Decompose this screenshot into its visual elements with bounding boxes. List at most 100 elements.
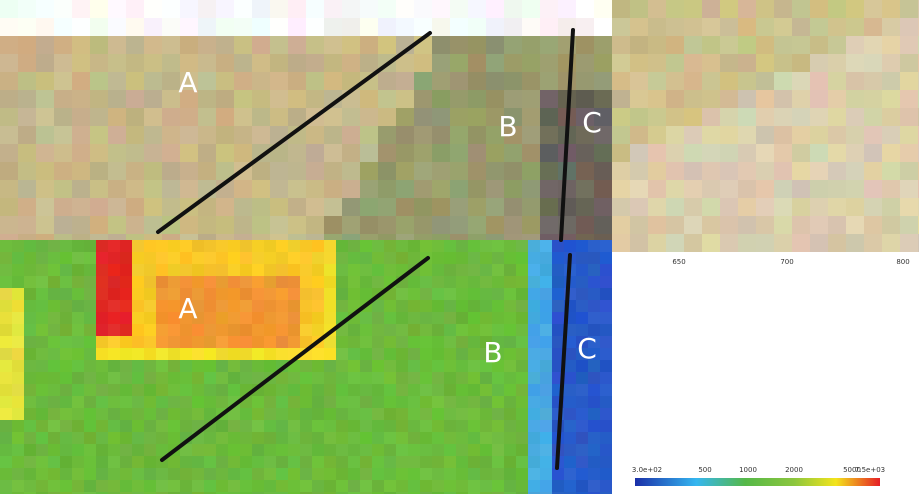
pixel [276, 336, 288, 348]
pixel [504, 348, 516, 360]
pixel [486, 72, 504, 90]
pixel [264, 240, 276, 252]
pixel [168, 420, 180, 432]
pixel [54, 72, 72, 90]
pixel [372, 264, 384, 276]
pixel [252, 288, 264, 300]
pixel [204, 480, 216, 492]
pixel [204, 288, 216, 300]
pixel [792, 126, 810, 144]
pixel [12, 324, 24, 336]
pixel [108, 240, 120, 252]
pixel [168, 336, 180, 348]
pixel [72, 90, 90, 108]
pixel [594, 36, 612, 54]
colorbar-label: 2000 [785, 466, 803, 474]
pixel [414, 72, 432, 90]
pixel [702, 234, 720, 252]
pixel [240, 252, 252, 264]
pixel [306, 54, 324, 72]
pixel [756, 0, 774, 18]
pixel [396, 432, 408, 444]
pixel [414, 90, 432, 108]
region-label: B [498, 110, 517, 143]
pixel [264, 444, 276, 456]
pixel [774, 180, 792, 198]
pixel [156, 384, 168, 396]
pixel [552, 288, 564, 300]
pixel [120, 408, 132, 420]
pixel [576, 162, 594, 180]
pixel [312, 360, 324, 372]
pixel [588, 432, 600, 444]
pixel [594, 180, 612, 198]
pixel [540, 432, 552, 444]
pixel [0, 372, 12, 384]
pixel [576, 288, 588, 300]
pixel [252, 36, 270, 54]
pixel [468, 468, 480, 480]
pixel [648, 90, 666, 108]
pixel [84, 348, 96, 360]
pixel [306, 126, 324, 144]
pixel [84, 384, 96, 396]
pixel [792, 54, 810, 72]
pixel [504, 360, 516, 372]
pixel [522, 198, 540, 216]
pixel [204, 264, 216, 276]
pixel [336, 264, 348, 276]
pixel [288, 468, 300, 480]
pixel [576, 396, 588, 408]
pixel [480, 396, 492, 408]
pixel [192, 324, 204, 336]
pixel [192, 276, 204, 288]
pixel [72, 432, 84, 444]
pixel [630, 54, 648, 72]
pixel [348, 240, 360, 252]
pixel [0, 384, 12, 396]
pixel [378, 72, 396, 90]
pixel [846, 216, 864, 234]
pixel [324, 198, 342, 216]
pixel [468, 252, 480, 264]
pixel [276, 288, 288, 300]
pixel [432, 348, 444, 360]
pixel [48, 288, 60, 300]
pixel [84, 312, 96, 324]
pixel [396, 240, 408, 252]
pixel [372, 444, 384, 456]
pixel [168, 408, 180, 420]
pixel [360, 252, 372, 264]
pixel [120, 384, 132, 396]
pixel [540, 420, 552, 432]
pixel [324, 144, 342, 162]
pixel [516, 408, 528, 420]
pixel [306, 0, 324, 18]
pixel [36, 36, 54, 54]
pixel [12, 420, 24, 432]
pixel [120, 276, 132, 288]
pixel [36, 372, 48, 384]
pixel [72, 252, 84, 264]
pixel [756, 144, 774, 162]
pixel [702, 72, 720, 90]
pixel [444, 396, 456, 408]
pixel [312, 252, 324, 264]
pixel [516, 300, 528, 312]
pixel [342, 162, 360, 180]
pixel [648, 36, 666, 54]
pixel [132, 336, 144, 348]
pixel [84, 300, 96, 312]
pixel [516, 372, 528, 384]
pixel [540, 480, 552, 492]
pixel [264, 456, 276, 468]
pixel [132, 456, 144, 468]
pixel [54, 126, 72, 144]
pixel [540, 72, 558, 90]
pixel [216, 324, 228, 336]
pixel [420, 348, 432, 360]
colorbar-labels: 3.0e+025001000200050007.5e+03 [632, 466, 885, 474]
pixel [60, 408, 72, 420]
pixel [342, 126, 360, 144]
pixel [522, 126, 540, 144]
